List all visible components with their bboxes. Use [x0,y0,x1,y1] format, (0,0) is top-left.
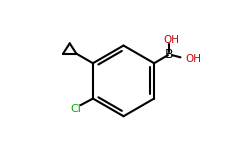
Text: OH: OH [163,35,179,45]
Text: B: B [165,48,174,61]
Text: OH: OH [185,54,201,64]
Text: Cl: Cl [71,104,82,114]
